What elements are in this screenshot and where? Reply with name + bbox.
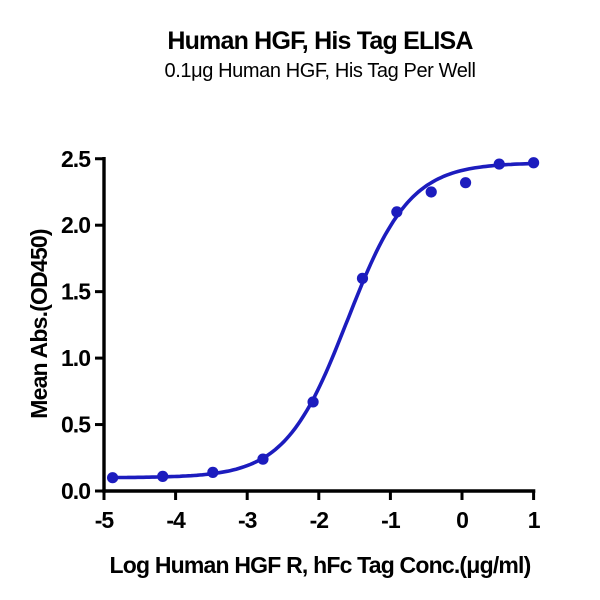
fit-curve <box>110 161 536 480</box>
data-point <box>493 158 505 170</box>
x-tick-label: 0 <box>456 507 468 533</box>
chart-title: Human HGF, His Tag ELISA <box>167 27 473 55</box>
y-tick-label: 2.0 <box>61 212 90 238</box>
x-tick-label: -2 <box>310 507 329 533</box>
data-point <box>207 466 219 478</box>
x-tick-label: -1 <box>381 507 401 533</box>
x-tick-label: -5 <box>95 507 115 533</box>
y-tick-label: 1.5 <box>61 279 91 305</box>
x-tick-label: -3 <box>238 507 257 533</box>
y-tick-label: 2.5 <box>61 146 91 172</box>
data-point <box>257 453 269 465</box>
data-point <box>528 157 540 169</box>
y-tick-label: 1.0 <box>61 345 90 371</box>
data-point <box>356 272 369 284</box>
data-point <box>106 472 119 484</box>
y-tick-label: 0.5 <box>61 412 91 438</box>
data-point <box>391 206 403 218</box>
y-tick-label: 0.0 <box>61 478 90 504</box>
data-point <box>307 396 319 408</box>
x-tick-label: -4 <box>166 507 186 533</box>
data-point <box>425 186 437 198</box>
data-point <box>459 177 472 189</box>
chart-subtitle: 0.1μg Human HGF, His Tag Per Well <box>164 60 476 82</box>
data-point <box>157 470 169 482</box>
x-axis-label: Log Human HGF R, hFc Tag Conc.(μg/ml) <box>109 552 531 578</box>
x-tick-label: 1 <box>528 507 541 533</box>
